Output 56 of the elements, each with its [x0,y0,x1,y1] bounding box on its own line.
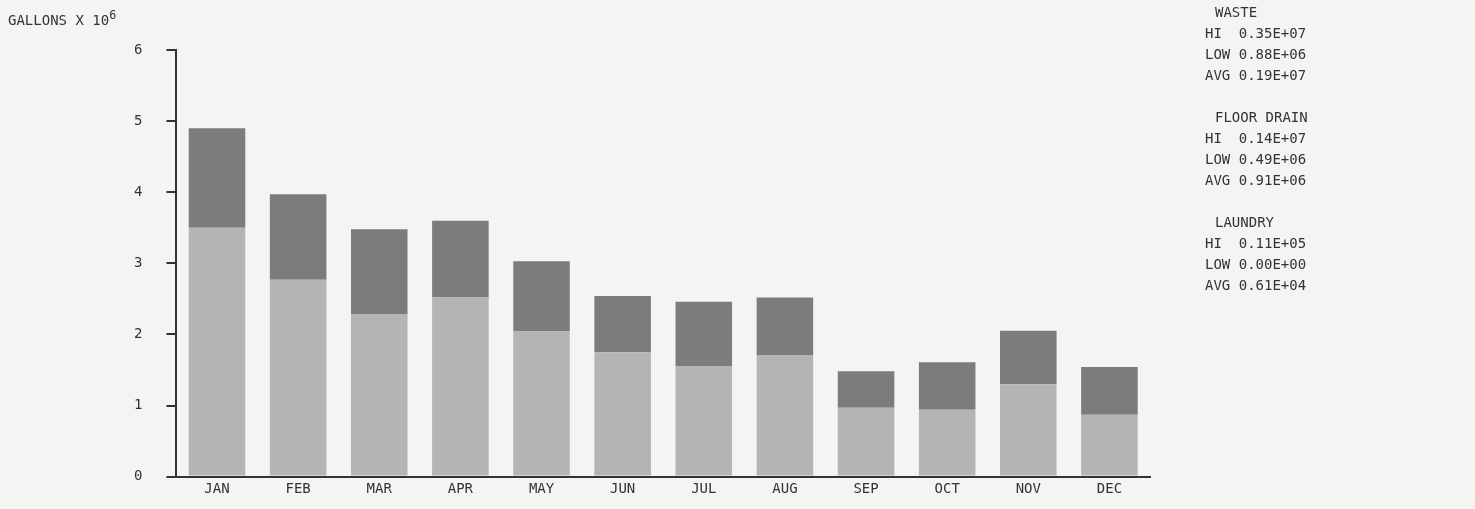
bar [269,194,327,280]
text: AVG 0.61E+04 [1205,276,1308,295]
bar [1081,367,1138,415]
bar [350,229,408,315]
x-tick-label: DEC [1096,479,1123,496]
bar [1081,414,1138,476]
text: HI 0.11E+05 [1205,234,1308,253]
y-tick-label: 4 [133,182,143,199]
y-tick-label: 5 [133,111,143,128]
bar [918,409,976,476]
text: HI 0.14E+07 [1205,129,1308,148]
x-tick-label: SEP [853,479,879,496]
bar [1000,330,1057,385]
x-tick-label: NOV [1015,479,1042,496]
bar [675,366,733,476]
x-tick-label: JUL [691,479,717,496]
bar [513,261,570,332]
bar [594,296,651,353]
bar [1000,384,1057,476]
x-tick-label: OCT [934,479,961,496]
bar [756,297,814,356]
text: FLOOR DRAIN [1214,108,1308,127]
x-tick-label: MAR [366,479,393,496]
text: HI 0.35E+07 [1205,24,1308,43]
text: LOW 0.88E+06 [1205,45,1308,64]
y-tick-label: 1 [133,396,143,413]
text: LOW 0.00E+00 [1205,255,1308,274]
x-tick-label: JUN [610,479,636,496]
text: WASTE [1214,3,1259,22]
text: AVG 0.91E+06 [1205,171,1308,190]
x-tick-label: APR [447,479,474,496]
bar [432,297,489,476]
x-tick-label: JAN [204,479,230,496]
x-tick-label: MAY [528,479,555,496]
y-tick-label: 6 [133,40,143,57]
x-tick-label: FEB [285,479,311,496]
bar [837,371,895,408]
bar [269,279,327,476]
bar [432,220,489,298]
bar [675,301,733,367]
bar [188,227,246,476]
bar [188,128,246,228]
bar [350,314,408,476]
bar [513,331,570,476]
bar [918,362,976,410]
text: LOW 0.49E+06 [1205,150,1308,169]
y-axis-title: GALLONS X 10$^{6}$ [8,8,117,28]
y-tick-label: 0 [133,467,143,484]
text: AVG 0.19E+07 [1205,66,1308,85]
y-tick-label: 3 [133,253,143,270]
bar [756,355,814,476]
bar [837,407,895,476]
x-tick-label: AUG [772,479,798,496]
y-tick-label: 2 [133,325,143,342]
text: LAUNDRY [1214,213,1275,232]
bar [594,352,651,476]
